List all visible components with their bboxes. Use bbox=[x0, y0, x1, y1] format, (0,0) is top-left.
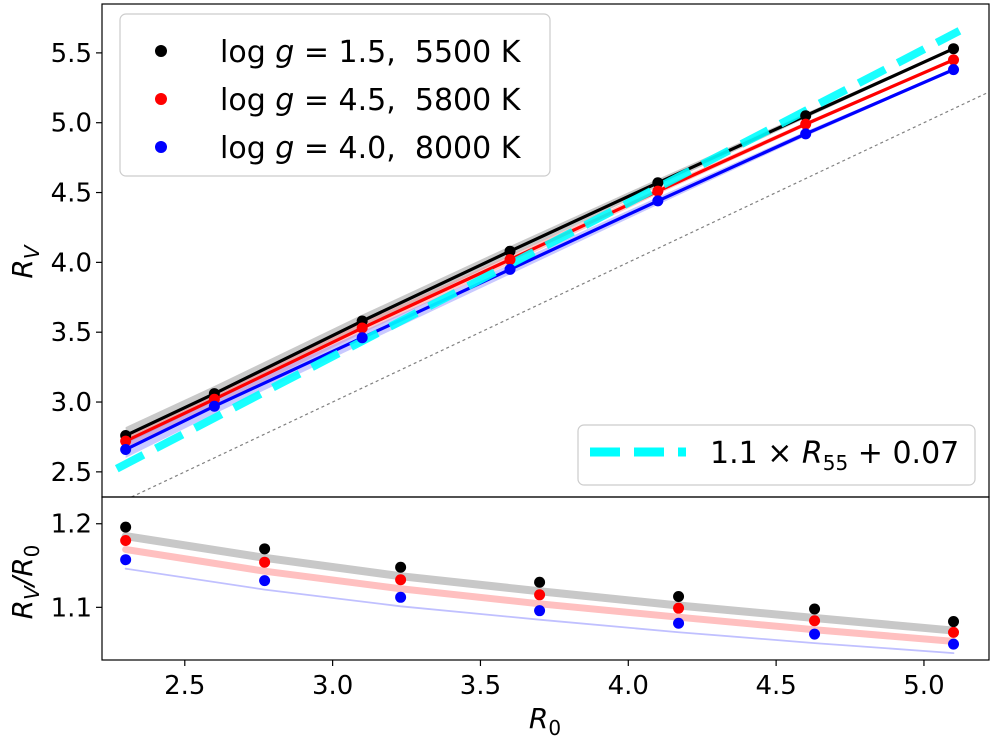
top-y-tick-label: 3.0 bbox=[51, 388, 92, 418]
ratio-point-red-4 bbox=[673, 602, 685, 614]
ratio-point-red-1 bbox=[259, 556, 271, 568]
fit-line bbox=[114, 27, 962, 473]
point-blue-5 bbox=[800, 128, 812, 140]
ratio-point-black-5 bbox=[809, 603, 821, 615]
point-blue-6 bbox=[948, 64, 960, 76]
ratio-point-black-1 bbox=[259, 543, 271, 555]
point-red-3 bbox=[504, 254, 516, 266]
ratio-point-black-2 bbox=[395, 561, 407, 573]
ratio-point-red-5 bbox=[809, 615, 821, 627]
bottom-x-tick-label: 3.5 bbox=[460, 671, 501, 701]
fit-legend-label: 1.1 × R55 + 0.07 bbox=[710, 436, 959, 475]
legend-label-3: log g = 4.0, 8000 K bbox=[220, 131, 522, 166]
top-y-ticks: 2.5 3.0 3.5 4.0 4.5 5.0 5.5 bbox=[51, 39, 102, 488]
legend-label-1: log g = 1.5, 5500 K bbox=[220, 35, 522, 70]
bottom-x-ticks: 2.5 3.0 3.5 4.0 4.5 5.0 bbox=[164, 660, 945, 701]
legend-marker-black bbox=[155, 45, 167, 57]
ratio-point-red-3 bbox=[534, 589, 546, 601]
ratio-point-blue-4 bbox=[673, 617, 685, 629]
main-legend: log g = 1.5, 5500 K log g = 4.5, 5800 K … bbox=[119, 13, 551, 177]
ratio-point-blue-1 bbox=[259, 575, 271, 587]
point-red-5 bbox=[800, 118, 812, 130]
top-y-tick-label: 4.0 bbox=[51, 248, 92, 278]
top-y-tick-label: 3.5 bbox=[51, 318, 92, 348]
point-blue-1 bbox=[208, 400, 220, 412]
bottom-y-tick-label: 1.2 bbox=[51, 510, 92, 540]
ratio-point-blue-2 bbox=[395, 591, 407, 603]
ratio-point-black-6 bbox=[948, 616, 960, 628]
ratio-point-blue-0 bbox=[120, 554, 132, 566]
point-red-4 bbox=[652, 185, 664, 197]
top-y-tick-label: 2.5 bbox=[51, 458, 92, 488]
point-black-6 bbox=[948, 43, 960, 55]
bottom-x-tick-label: 4.0 bbox=[608, 671, 649, 701]
top-y-tick-label: 5.5 bbox=[51, 39, 92, 69]
ratio-band-blue bbox=[124, 567, 955, 655]
legend-label-2: log g = 4.5, 5800 K bbox=[220, 83, 522, 118]
point-blue-0 bbox=[120, 444, 132, 456]
ratio-point-red-6 bbox=[948, 626, 960, 638]
ratio-point-black-4 bbox=[673, 590, 685, 602]
ratio-point-black-3 bbox=[534, 576, 546, 588]
fit-legend: 1.1 × R55 + 0.07 bbox=[577, 424, 976, 486]
ratio-point-black-0 bbox=[120, 521, 132, 533]
bottom-y-tick-label: 1.1 bbox=[51, 593, 92, 623]
point-red-2 bbox=[356, 322, 368, 334]
ratio-point-blue-5 bbox=[809, 628, 821, 640]
legend-marker-blue bbox=[155, 141, 167, 153]
fit-legend-box bbox=[577, 424, 976, 486]
point-red-0 bbox=[120, 435, 132, 447]
point-black-3 bbox=[504, 245, 516, 257]
bottom-x-tick-label: 3.0 bbox=[312, 671, 353, 701]
point-blue-3 bbox=[504, 263, 516, 275]
ratio-point-red-2 bbox=[395, 574, 407, 586]
ratio-point-blue-3 bbox=[534, 605, 546, 617]
bottom-x-tick-label: 4.5 bbox=[755, 671, 796, 701]
top-y-axis-label: RV bbox=[6, 244, 44, 278]
ratio-point-blue-6 bbox=[948, 638, 960, 650]
point-blue-2 bbox=[356, 332, 368, 344]
bottom-x-tick-label: 5.0 bbox=[903, 671, 944, 701]
main-legend-box bbox=[119, 13, 551, 177]
point-blue-4 bbox=[652, 195, 664, 207]
point-red-6 bbox=[948, 54, 960, 66]
top-y-tick-label: 4.5 bbox=[51, 179, 92, 209]
point-black-4 bbox=[652, 177, 664, 189]
top-y-tick-label: 5.0 bbox=[51, 109, 92, 139]
top-plot-area bbox=[114, 27, 989, 497]
bottom-y-ticks: 1.1 1.2 bbox=[51, 510, 102, 623]
bottom-axes-frame bbox=[101, 496, 990, 661]
ratio-point-red-0 bbox=[120, 534, 132, 546]
bottom-x-tick-label: 2.5 bbox=[164, 671, 205, 701]
legend-marker-red bbox=[155, 93, 167, 105]
x-axis-label: R0 bbox=[529, 702, 561, 740]
bottom-y-axis-label: RV/R0 bbox=[6, 545, 44, 620]
bottom-plot-area bbox=[120, 521, 960, 655]
point-black-5 bbox=[800, 110, 812, 122]
